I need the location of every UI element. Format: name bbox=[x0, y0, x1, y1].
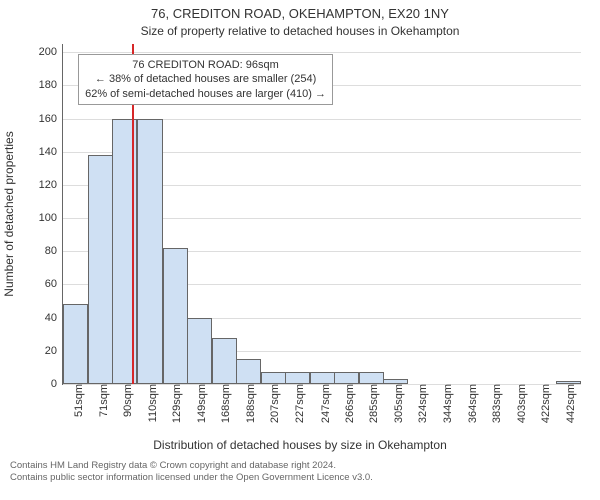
x-tick-label: 168sqm bbox=[214, 384, 232, 423]
property-info-box: 76 CREDITON ROAD: 96sqm ← 38% of detached… bbox=[78, 54, 333, 105]
histogram-bar bbox=[334, 372, 359, 384]
x-tick-label: 442sqm bbox=[559, 384, 577, 423]
x-tick-label: 129sqm bbox=[165, 384, 183, 423]
x-tick-label: 51sqm bbox=[67, 384, 85, 417]
histogram-bar bbox=[285, 372, 310, 384]
gridline bbox=[63, 52, 581, 53]
x-tick-label: 110sqm bbox=[141, 384, 159, 422]
chart-subtitle: Size of property relative to detached ho… bbox=[0, 24, 600, 38]
y-tick-label: 80 bbox=[45, 245, 63, 257]
y-tick-label: 200 bbox=[39, 46, 63, 58]
y-tick-label: 160 bbox=[39, 113, 63, 125]
copyright-footer: Contains HM Land Registry data © Crown c… bbox=[10, 460, 590, 485]
y-axis-label: Number of detached properties bbox=[2, 131, 16, 296]
y-tick-label: 140 bbox=[39, 146, 63, 158]
x-tick-label: 344sqm bbox=[436, 384, 454, 423]
x-tick-label: 422sqm bbox=[534, 384, 552, 423]
y-tick-label: 20 bbox=[45, 345, 63, 357]
x-tick-label: 383sqm bbox=[485, 384, 503, 423]
histogram-bar bbox=[236, 359, 261, 384]
x-tick-label: 149sqm bbox=[190, 384, 208, 423]
x-tick-label: 403sqm bbox=[510, 384, 528, 423]
y-tick-label: 180 bbox=[39, 79, 63, 91]
y-tick-label: 100 bbox=[39, 212, 63, 224]
x-tick-label: 188sqm bbox=[239, 384, 257, 423]
x-tick-label: 247sqm bbox=[314, 384, 332, 423]
x-tick-label: 90sqm bbox=[116, 384, 134, 417]
histogram-bar bbox=[359, 372, 384, 384]
x-tick-label: 305sqm bbox=[387, 384, 405, 423]
y-tick-label: 60 bbox=[45, 278, 63, 290]
x-tick-label: 227sqm bbox=[288, 384, 306, 423]
y-tick-label: 120 bbox=[39, 179, 63, 191]
x-tick-label: 324sqm bbox=[411, 384, 429, 423]
page-title: 76, CREDITON ROAD, OKEHAMPTON, EX20 1NY bbox=[0, 6, 600, 21]
footer-line1: Contains HM Land Registry data © Crown c… bbox=[10, 460, 336, 471]
histogram-plot: 02040608010012014016018020051sqm71sqm90s… bbox=[62, 44, 581, 385]
x-tick-label: 285sqm bbox=[362, 384, 380, 423]
x-tick-label: 207sqm bbox=[263, 384, 281, 423]
infobox-line2: ← 38% of detached houses are smaller (25… bbox=[95, 73, 316, 85]
x-tick-label: 266sqm bbox=[338, 384, 356, 423]
histogram-bar bbox=[212, 338, 237, 384]
histogram-bar bbox=[63, 304, 88, 384]
y-tick-label: 40 bbox=[45, 312, 63, 324]
x-tick-label: 364sqm bbox=[461, 384, 479, 423]
histogram-bar bbox=[187, 318, 212, 384]
histogram-bar bbox=[137, 119, 162, 384]
x-tick-label: 71sqm bbox=[92, 384, 110, 417]
x-axis-label: Distribution of detached houses by size … bbox=[0, 438, 600, 452]
histogram-bar bbox=[163, 248, 188, 384]
footer-line2: Contains public sector information licen… bbox=[10, 472, 373, 483]
histogram-bar bbox=[261, 372, 286, 384]
histogram-bar bbox=[310, 372, 335, 384]
histogram-bar bbox=[88, 155, 113, 384]
infobox-line3: 62% of semi-detached houses are larger (… bbox=[85, 88, 326, 100]
y-tick-label: 0 bbox=[51, 378, 63, 390]
infobox-line1: 76 CREDITON ROAD: 96sqm bbox=[132, 59, 279, 71]
